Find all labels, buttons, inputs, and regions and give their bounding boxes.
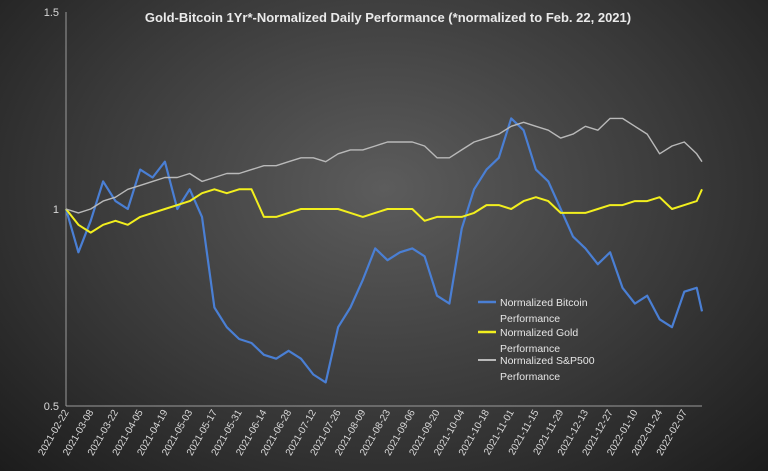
x-tick-labels: 2021-02-222021-03-082021-03-222021-04-05… [36, 408, 690, 458]
legend-label-sp500-line2: Performance [500, 371, 560, 383]
legend-label-sp500: Normalized S&P500 [500, 355, 595, 367]
legend-label-gold: Normalized Gold [500, 327, 578, 339]
series-line-gold [65, 188, 703, 234]
legend-label-gold-line2: Performance [500, 343, 560, 355]
legend-label-bitcoin: Normalized Bitcoin [500, 297, 588, 309]
y-tick-label: 1.5 [44, 7, 59, 19]
legend-item-bitcoin: Normalized Bitcoin Performance [478, 297, 588, 325]
y-tick-label: 0.5 [44, 401, 59, 413]
legend: Normalized Bitcoin Performance Normalize… [478, 297, 595, 383]
chart-title: Gold-Bitcoin 1Yr*-Normalized Daily Perfo… [145, 10, 631, 25]
y-tick-label: 1 [53, 204, 59, 216]
series-layer [64, 117, 704, 384]
series-line-sp500 [65, 117, 703, 214]
legend-item-gold: Normalized Gold Performance [478, 327, 578, 355]
series-line-bitcoin [64, 117, 704, 384]
legend-label-bitcoin-line2: Performance [500, 313, 560, 325]
legend-item-sp500: Normalized S&P500 Performance [478, 355, 595, 383]
